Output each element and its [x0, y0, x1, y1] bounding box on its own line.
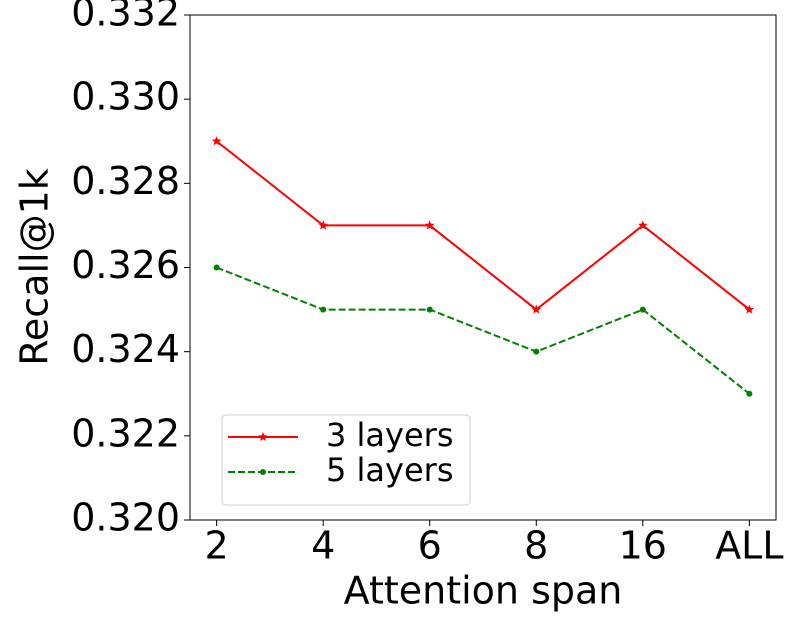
- y-tick-label: 0.328: [71, 159, 180, 203]
- y-tick-label: 0.320: [71, 496, 180, 540]
- marker: [425, 220, 435, 230]
- x-tick-label: ALL: [715, 524, 783, 568]
- x-axis-label: Attention span: [344, 569, 623, 613]
- y-tick-label: 0.324: [71, 327, 180, 371]
- marker: [213, 264, 220, 271]
- legend-marker: [258, 432, 268, 441]
- marker: [318, 220, 328, 230]
- marker: [639, 306, 646, 313]
- marker: [638, 220, 648, 230]
- marker: [533, 348, 540, 355]
- series-line: [216, 140, 750, 311]
- x-tick-label: 8: [524, 524, 548, 568]
- y-tick-label: 0.332: [71, 0, 180, 35]
- legend-label: 5 layers: [326, 451, 453, 489]
- x-tick-label: 16: [619, 524, 667, 568]
- x-tick-label: 6: [418, 524, 442, 568]
- marker: [211, 136, 222, 146]
- marker: [531, 304, 541, 314]
- marker: [744, 304, 755, 314]
- legend-marker: [260, 469, 266, 475]
- x-tick-label: 2: [205, 524, 229, 568]
- plot-frame: [189, 14, 777, 521]
- y-axis-label: Recall@1k: [13, 168, 57, 366]
- marker: [320, 306, 327, 313]
- series-line: [216, 266, 750, 395]
- y-tick-label: 0.326: [71, 243, 180, 287]
- y-tick-label: 0.322: [71, 411, 180, 455]
- marker: [426, 306, 433, 313]
- legend-label: 3 layers: [326, 416, 453, 454]
- y-tick-label: 0.330: [71, 75, 180, 119]
- marker: [746, 390, 753, 397]
- x-tick-label: 4: [311, 524, 335, 568]
